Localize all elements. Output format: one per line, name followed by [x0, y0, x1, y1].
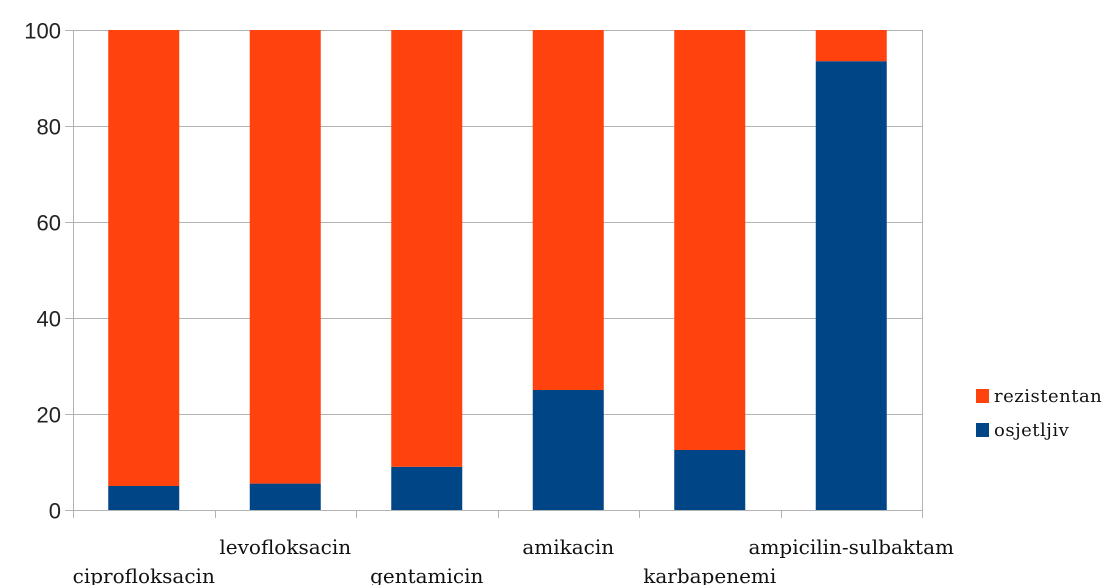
x-tick-label: gentamicin — [370, 564, 483, 585]
bar-rezistentan-levofloksacin — [249, 30, 321, 484]
bar-osjetljiv-ampicilin-sulbaktam — [815, 61, 887, 510]
bar-rezistentan-ampicilin-sulbaktam — [815, 30, 887, 62]
y-tick-label: 60 — [37, 211, 61, 236]
y-tick-label: 20 — [37, 403, 61, 428]
x-tick-label: amikacin — [522, 535, 614, 559]
x-tick-label: ampicilin-sulbaktam — [749, 535, 954, 559]
bar-rezistentan-gentamicin — [391, 30, 463, 467]
x-tick-label: ciprofloksacin — [73, 564, 215, 585]
y-tick-label: 80 — [37, 115, 61, 140]
legend-swatch-rezistentan — [976, 389, 989, 403]
bar-osjetljiv-amikacin — [532, 390, 604, 510]
legend-label-rezistentan: rezistentan — [994, 386, 1102, 407]
bars — [108, 30, 887, 510]
bar-osjetljiv-ciprofloksacin — [108, 486, 180, 510]
bar-rezistentan-karbapenemi — [674, 30, 746, 450]
legend: rezistentan osjetljiv — [976, 386, 1102, 441]
gridlines — [65, 30, 922, 511]
bar-osjetljiv-gentamicin — [391, 466, 463, 510]
bar-rezistentan-ciprofloksacin — [108, 30, 180, 486]
legend-label-osjetljiv: osjetljiv — [994, 420, 1070, 441]
legend-swatch-osjetljiv — [976, 423, 989, 437]
y-tick-label: 100 — [24, 19, 61, 44]
x-tick-label: karbapenemi — [643, 564, 776, 585]
x-tick-label: levofloksacin — [219, 535, 351, 559]
bar-osjetljiv-karbapenemi — [674, 450, 746, 510]
bar-rezistentan-amikacin — [532, 30, 604, 390]
y-tick-label: 0 — [49, 499, 61, 524]
y-tick-labels: 0 20 40 60 80 100 — [24, 19, 61, 524]
y-tick-label: 40 — [37, 307, 61, 332]
bar-osjetljiv-levofloksacin — [249, 483, 321, 510]
axes — [73, 30, 923, 518]
